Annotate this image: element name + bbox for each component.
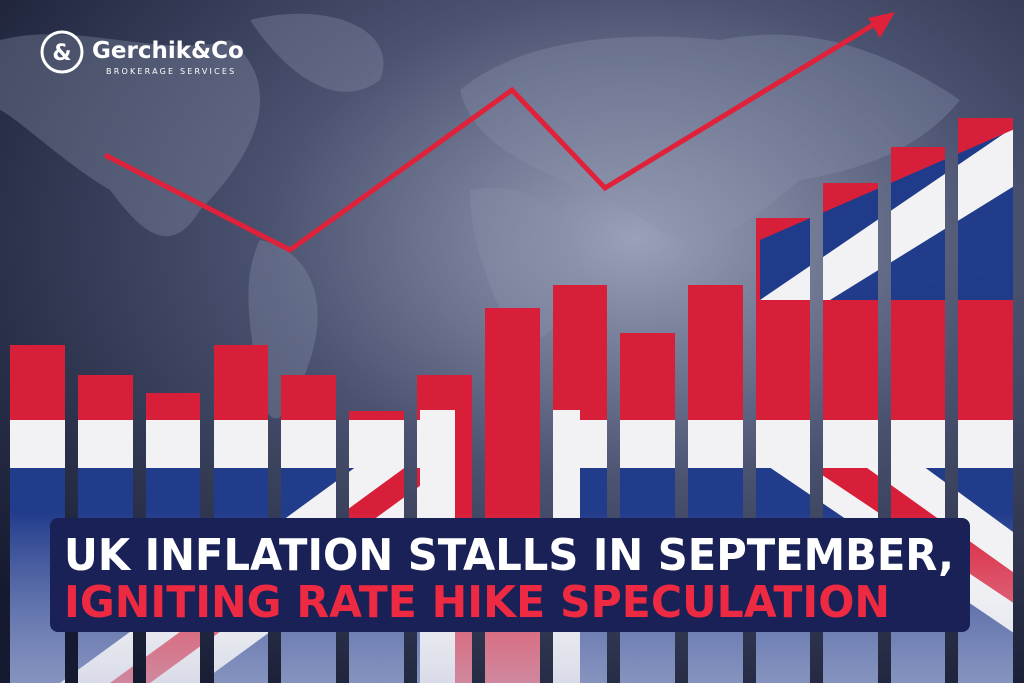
headline-line-2: IGNITING RATE HIKE SPECULATION bbox=[64, 577, 890, 628]
headline-box: UK INFLATION STALLS IN SEPTEMBER, IGNITI… bbox=[50, 518, 970, 632]
logo-name: Gerchik&Co bbox=[92, 38, 244, 64]
logo: & Gerchik&Co BROKERAGE SERVICES bbox=[40, 30, 244, 76]
trend-arrow bbox=[103, 12, 895, 253]
logo-icon bbox=[40, 30, 84, 74]
headline-panel bbox=[50, 518, 970, 632]
logo-tagline: BROKERAGE SERVICES bbox=[106, 67, 236, 76]
world-map bbox=[0, 13, 960, 419]
logo-mark: & bbox=[52, 41, 71, 66]
headline-line-1: UK INFLATION STALLS IN SEPTEMBER, bbox=[64, 530, 954, 581]
